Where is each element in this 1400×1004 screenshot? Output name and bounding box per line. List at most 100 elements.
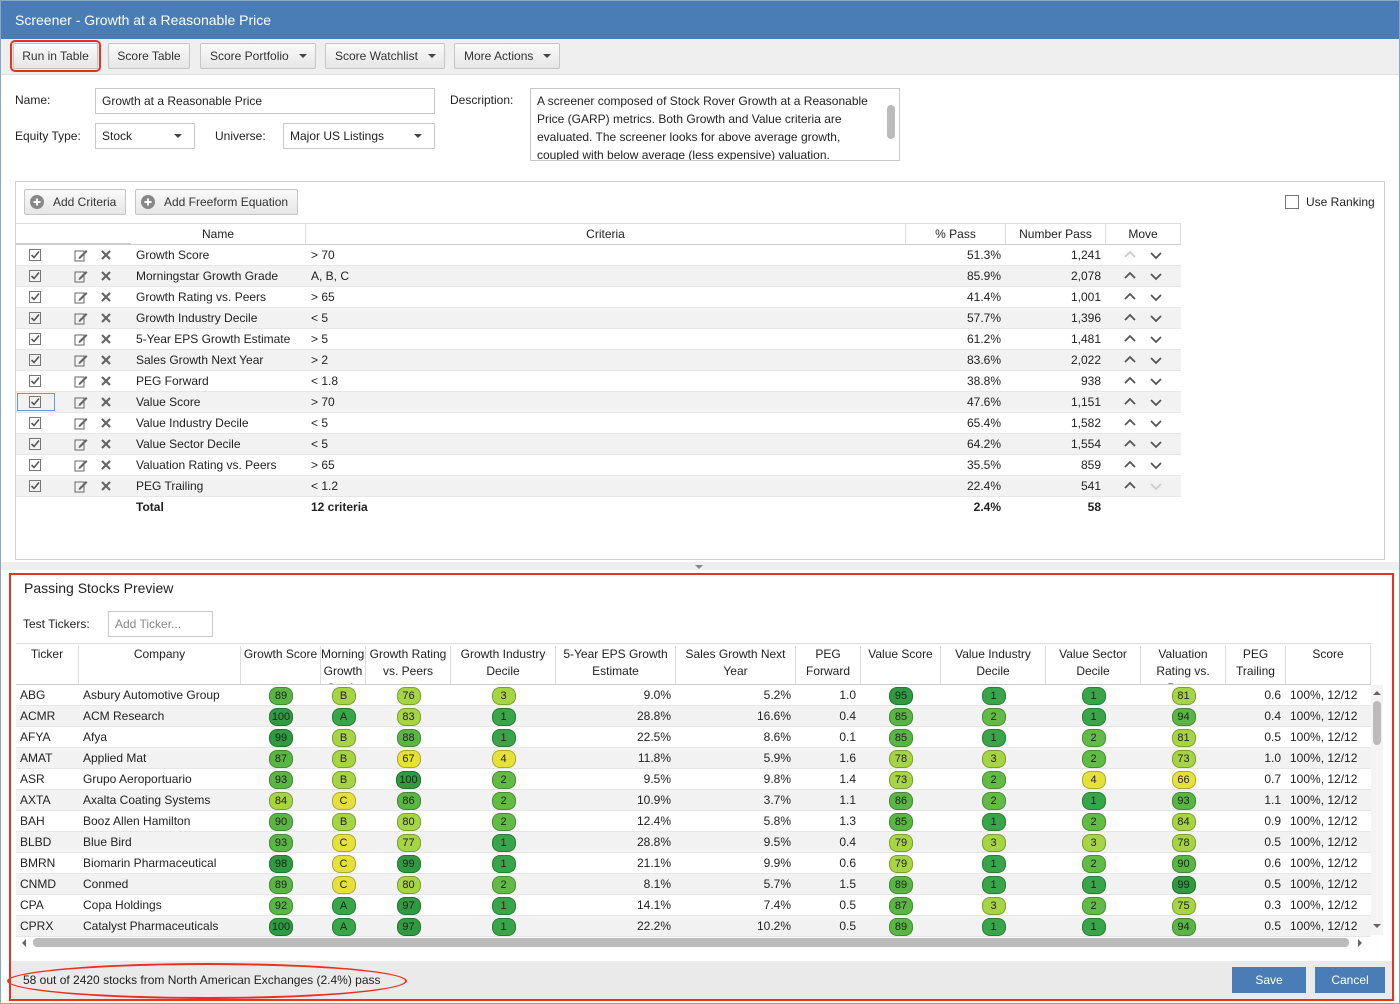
move-down[interactable] bbox=[1149, 332, 1163, 346]
name-input[interactable]: Growth at a Reasonable Price bbox=[95, 88, 435, 114]
delete-icon[interactable] bbox=[99, 374, 113, 388]
move-down[interactable] bbox=[1149, 416, 1163, 430]
column-header[interactable]: Value Sector Decile bbox=[1046, 646, 1141, 684]
edit-icon[interactable] bbox=[73, 248, 89, 262]
move-down[interactable] bbox=[1149, 353, 1163, 367]
move-up[interactable] bbox=[1123, 311, 1137, 325]
enable-checkbox[interactable] bbox=[28, 416, 42, 430]
column-header[interactable]: PEG Trailing bbox=[1226, 646, 1286, 684]
enable-checkbox[interactable] bbox=[28, 458, 42, 472]
move-down[interactable] bbox=[1149, 437, 1163, 451]
column-header[interactable]: Ticker bbox=[16, 646, 79, 684]
edit-icon[interactable] bbox=[73, 395, 89, 409]
toolbar-button[interactable]: Score Table bbox=[108, 43, 190, 69]
dropdown-caret[interactable] bbox=[171, 129, 185, 143]
edit-icon[interactable] bbox=[73, 479, 89, 493]
edit-icon[interactable] bbox=[73, 290, 89, 304]
delete-icon[interactable] bbox=[99, 458, 113, 472]
column-header[interactable]: Value Score bbox=[861, 646, 941, 684]
column-header[interactable]: Number Pass bbox=[1006, 224, 1106, 244]
scroll-right[interactable] bbox=[1353, 936, 1367, 950]
delete-icon[interactable] bbox=[99, 248, 113, 262]
move-down[interactable] bbox=[1149, 269, 1163, 283]
enable-checkbox[interactable] bbox=[28, 269, 42, 283]
move-up[interactable] bbox=[1123, 479, 1137, 493]
scroll-up[interactable] bbox=[1370, 686, 1384, 700]
column-header[interactable]: Growth Industry Decile bbox=[451, 646, 556, 684]
delete-icon[interactable] bbox=[99, 395, 113, 409]
ticker-input[interactable]: Add Ticker... bbox=[108, 611, 213, 637]
column-header[interactable]: Growth Score bbox=[241, 646, 321, 684]
move-up[interactable] bbox=[1123, 332, 1137, 346]
delete-icon[interactable] bbox=[99, 311, 113, 325]
enable-checkbox[interactable] bbox=[28, 311, 42, 325]
column-header[interactable]: % Pass bbox=[906, 224, 1006, 244]
enable-checkbox[interactable] bbox=[28, 395, 42, 409]
edit-icon[interactable] bbox=[73, 311, 89, 325]
move-down[interactable] bbox=[1149, 395, 1163, 409]
move-up[interactable] bbox=[1123, 395, 1137, 409]
enable-checkbox[interactable] bbox=[28, 437, 42, 451]
delete-icon[interactable] bbox=[99, 437, 113, 451]
checkbox[interactable] bbox=[1285, 195, 1299, 209]
move-down[interactable] bbox=[1149, 374, 1163, 388]
h-thumb[interactable] bbox=[33, 938, 1349, 947]
edit-icon[interactable] bbox=[73, 332, 89, 346]
edit-icon[interactable] bbox=[73, 353, 89, 367]
dropdown-caret[interactable] bbox=[411, 129, 425, 143]
column-header[interactable]: Morningstar Growth Grade bbox=[321, 646, 366, 684]
enable-checkbox[interactable] bbox=[28, 374, 42, 388]
move-up[interactable] bbox=[1123, 353, 1137, 367]
column-header[interactable]: Score bbox=[1286, 646, 1371, 684]
move-down[interactable] bbox=[1149, 248, 1163, 262]
move-up[interactable] bbox=[1123, 437, 1137, 451]
edit-icon[interactable] bbox=[73, 416, 89, 430]
delete-icon[interactable] bbox=[99, 416, 113, 430]
enable-checkbox[interactable] bbox=[28, 332, 42, 346]
column-header[interactable]: Growth Rating vs. Peers bbox=[366, 646, 451, 684]
enable-checkbox[interactable] bbox=[28, 290, 42, 304]
column-header[interactable]: Company bbox=[79, 646, 241, 684]
move-up[interactable] bbox=[1123, 458, 1137, 472]
cancel-button[interactable]: Cancel bbox=[1315, 967, 1385, 993]
enable-checkbox[interactable] bbox=[28, 248, 42, 262]
rating-badge: B bbox=[332, 729, 356, 747]
column-header[interactable]: Criteria bbox=[306, 224, 906, 244]
column-header[interactable]: Move bbox=[1106, 224, 1181, 244]
move-down[interactable] bbox=[1149, 311, 1163, 325]
move-up[interactable] bbox=[1123, 374, 1137, 388]
badge-cell: 4 bbox=[1046, 769, 1141, 790]
delete-icon[interactable] bbox=[99, 269, 113, 283]
move-down[interactable] bbox=[1149, 290, 1163, 304]
edit-icon[interactable] bbox=[73, 374, 89, 388]
save-button[interactable]: Save bbox=[1232, 967, 1306, 993]
enable-checkbox[interactable] bbox=[28, 353, 42, 367]
column-header[interactable]: PEG Forward bbox=[796, 646, 861, 684]
column-header[interactable]: Sales Growth Next Year bbox=[676, 646, 796, 684]
edit-icon[interactable] bbox=[73, 458, 89, 472]
column-header[interactable]: Valuation Rating vs. Peers bbox=[1141, 646, 1226, 684]
dropdown-caret[interactable] bbox=[296, 49, 310, 63]
toolbar-button[interactable]: Run in Table bbox=[13, 43, 98, 69]
delete-icon[interactable] bbox=[99, 290, 113, 304]
edit-icon[interactable] bbox=[73, 437, 89, 451]
move-up[interactable] bbox=[1123, 416, 1137, 430]
column-header[interactable]: Value Industry Decile bbox=[941, 646, 1046, 684]
column-header[interactable]: Name bbox=[131, 224, 306, 244]
column-header[interactable]: 5-Year EPS Growth Estimate bbox=[556, 646, 676, 684]
move-up[interactable] bbox=[1123, 269, 1137, 283]
scroll-left[interactable] bbox=[17, 936, 31, 950]
move-down[interactable] bbox=[1149, 458, 1163, 472]
description[interactable]: A screener composed of Stock Rover Growt… bbox=[530, 88, 900, 161]
delete-icon[interactable] bbox=[99, 332, 113, 346]
scroll-down[interactable] bbox=[1370, 919, 1384, 933]
delete-icon[interactable] bbox=[99, 353, 113, 367]
move-up[interactable] bbox=[1123, 290, 1137, 304]
v-thumb[interactable] bbox=[1373, 701, 1381, 745]
edit-icon[interactable] bbox=[73, 269, 89, 283]
add-freeform-button[interactable]: Add Freeform Equation bbox=[135, 189, 298, 215]
delete-icon[interactable] bbox=[99, 479, 113, 493]
dropdown-caret[interactable] bbox=[425, 49, 439, 63]
dropdown-caret[interactable] bbox=[540, 49, 554, 63]
enable-checkbox[interactable] bbox=[28, 479, 42, 493]
